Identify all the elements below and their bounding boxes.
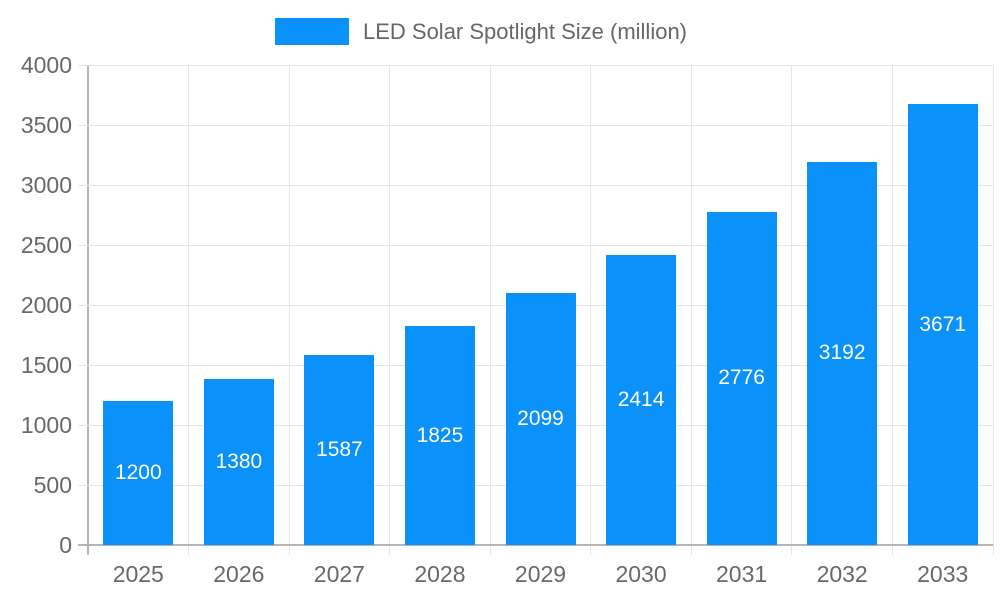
x-tick-label: 2032 [816, 561, 868, 587]
bar-value-label: 1380 [215, 450, 263, 474]
x-tick-label: 2030 [615, 561, 667, 587]
y-tick-label: 500 [33, 471, 72, 498]
y-tick-label: 4000 [20, 51, 72, 78]
y-tick-label: 2500 [20, 231, 72, 258]
y-tick-label: 1000 [20, 411, 72, 438]
legend-swatch [274, 18, 349, 45]
legend[interactable]: LED Solar Spotlight Size (million) [0, 18, 981, 45]
x-tick-label: 2033 [917, 561, 969, 587]
bar-value-label: 3671 [919, 312, 967, 336]
gridline-horizontal [78, 124, 993, 126]
gridline-vertical [389, 65, 391, 555]
gridline-vertical [992, 65, 994, 555]
bar: 3192 [807, 161, 878, 545]
gridline-vertical [489, 65, 491, 555]
bar: 1200 [103, 401, 174, 545]
bar: 2099 [505, 293, 576, 545]
bar: 3671 [907, 104, 978, 545]
bar-value-label: 2776 [718, 366, 765, 390]
bar-value-label: 1587 [316, 437, 363, 461]
bar-value-label: 1200 [114, 461, 162, 484]
bar-value-label: 2414 [617, 388, 665, 412]
gridline-vertical [188, 65, 190, 555]
bar: 2776 [706, 211, 777, 545]
gridline-vertical [891, 65, 893, 555]
bar-value-label: 1825 [416, 423, 464, 447]
y-tick-label: 3500 [20, 111, 72, 138]
x-tick-label: 2029 [514, 561, 567, 587]
y-axis-line [86, 65, 89, 555]
bar: 1380 [203, 379, 274, 545]
bar: 1587 [304, 354, 375, 545]
bar: 1825 [404, 326, 475, 545]
bar-value-label: 2099 [517, 407, 564, 431]
gridline-horizontal [78, 184, 993, 186]
gridline-vertical [590, 65, 592, 555]
x-tick-label: 2027 [313, 561, 365, 587]
x-tick-label: 2025 [112, 561, 164, 587]
y-tick-label: 3000 [20, 171, 72, 198]
gridline-vertical [690, 65, 692, 555]
gridline-horizontal [78, 64, 993, 66]
gridline-horizontal [78, 244, 993, 246]
gridline-vertical [288, 65, 290, 555]
y-tick-label: 1500 [20, 351, 72, 378]
x-tick-label: 2026 [213, 561, 265, 587]
y-tick-label: 2000 [20, 291, 72, 318]
gridline-vertical [791, 65, 793, 555]
x-tick-label: 2031 [716, 561, 768, 587]
bar-value-label: 3192 [818, 341, 866, 365]
legend-label: LED Solar Spotlight Size (million) [362, 19, 688, 44]
y-tick-label: 0 [59, 531, 72, 558]
x-tick-label: 2028 [414, 561, 466, 587]
bar: 2414 [606, 255, 677, 545]
